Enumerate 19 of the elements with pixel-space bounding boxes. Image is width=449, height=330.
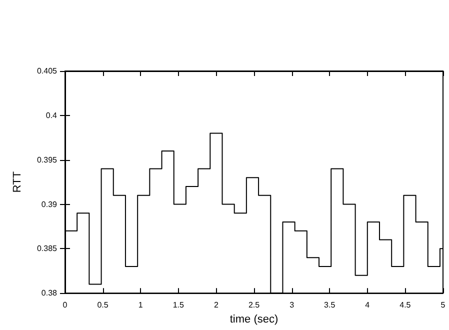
y-tick-label: 0.38 bbox=[41, 288, 58, 298]
y-tick-label: 0.39 bbox=[41, 200, 58, 209]
x-tick-label: 2 bbox=[214, 300, 219, 310]
x-tick-label: 4 bbox=[365, 300, 370, 310]
x-axis-title: time (sec) bbox=[230, 314, 278, 326]
x-tick-label: 4.5 bbox=[400, 300, 412, 310]
y-tick-label: 0.4 bbox=[46, 110, 58, 120]
x-tick-label: 1.5 bbox=[172, 300, 185, 310]
x-tick-label: 0.5 bbox=[97, 300, 109, 310]
x-tick-label: 3.5 bbox=[324, 300, 336, 310]
y-tick-label: 0.395 bbox=[36, 155, 58, 164]
x-tick-label: 5 bbox=[440, 300, 446, 310]
x-tick-label: 2.5 bbox=[248, 300, 260, 310]
x-tick-label: 0 bbox=[62, 300, 68, 310]
y-axis-title: RTT bbox=[12, 171, 24, 193]
x-tick-label: 1 bbox=[138, 300, 144, 310]
x-tick-label: 3 bbox=[290, 300, 295, 310]
y-tick-label: 0.385 bbox=[36, 244, 58, 254]
y-tick-label: 0.405 bbox=[36, 66, 58, 76]
